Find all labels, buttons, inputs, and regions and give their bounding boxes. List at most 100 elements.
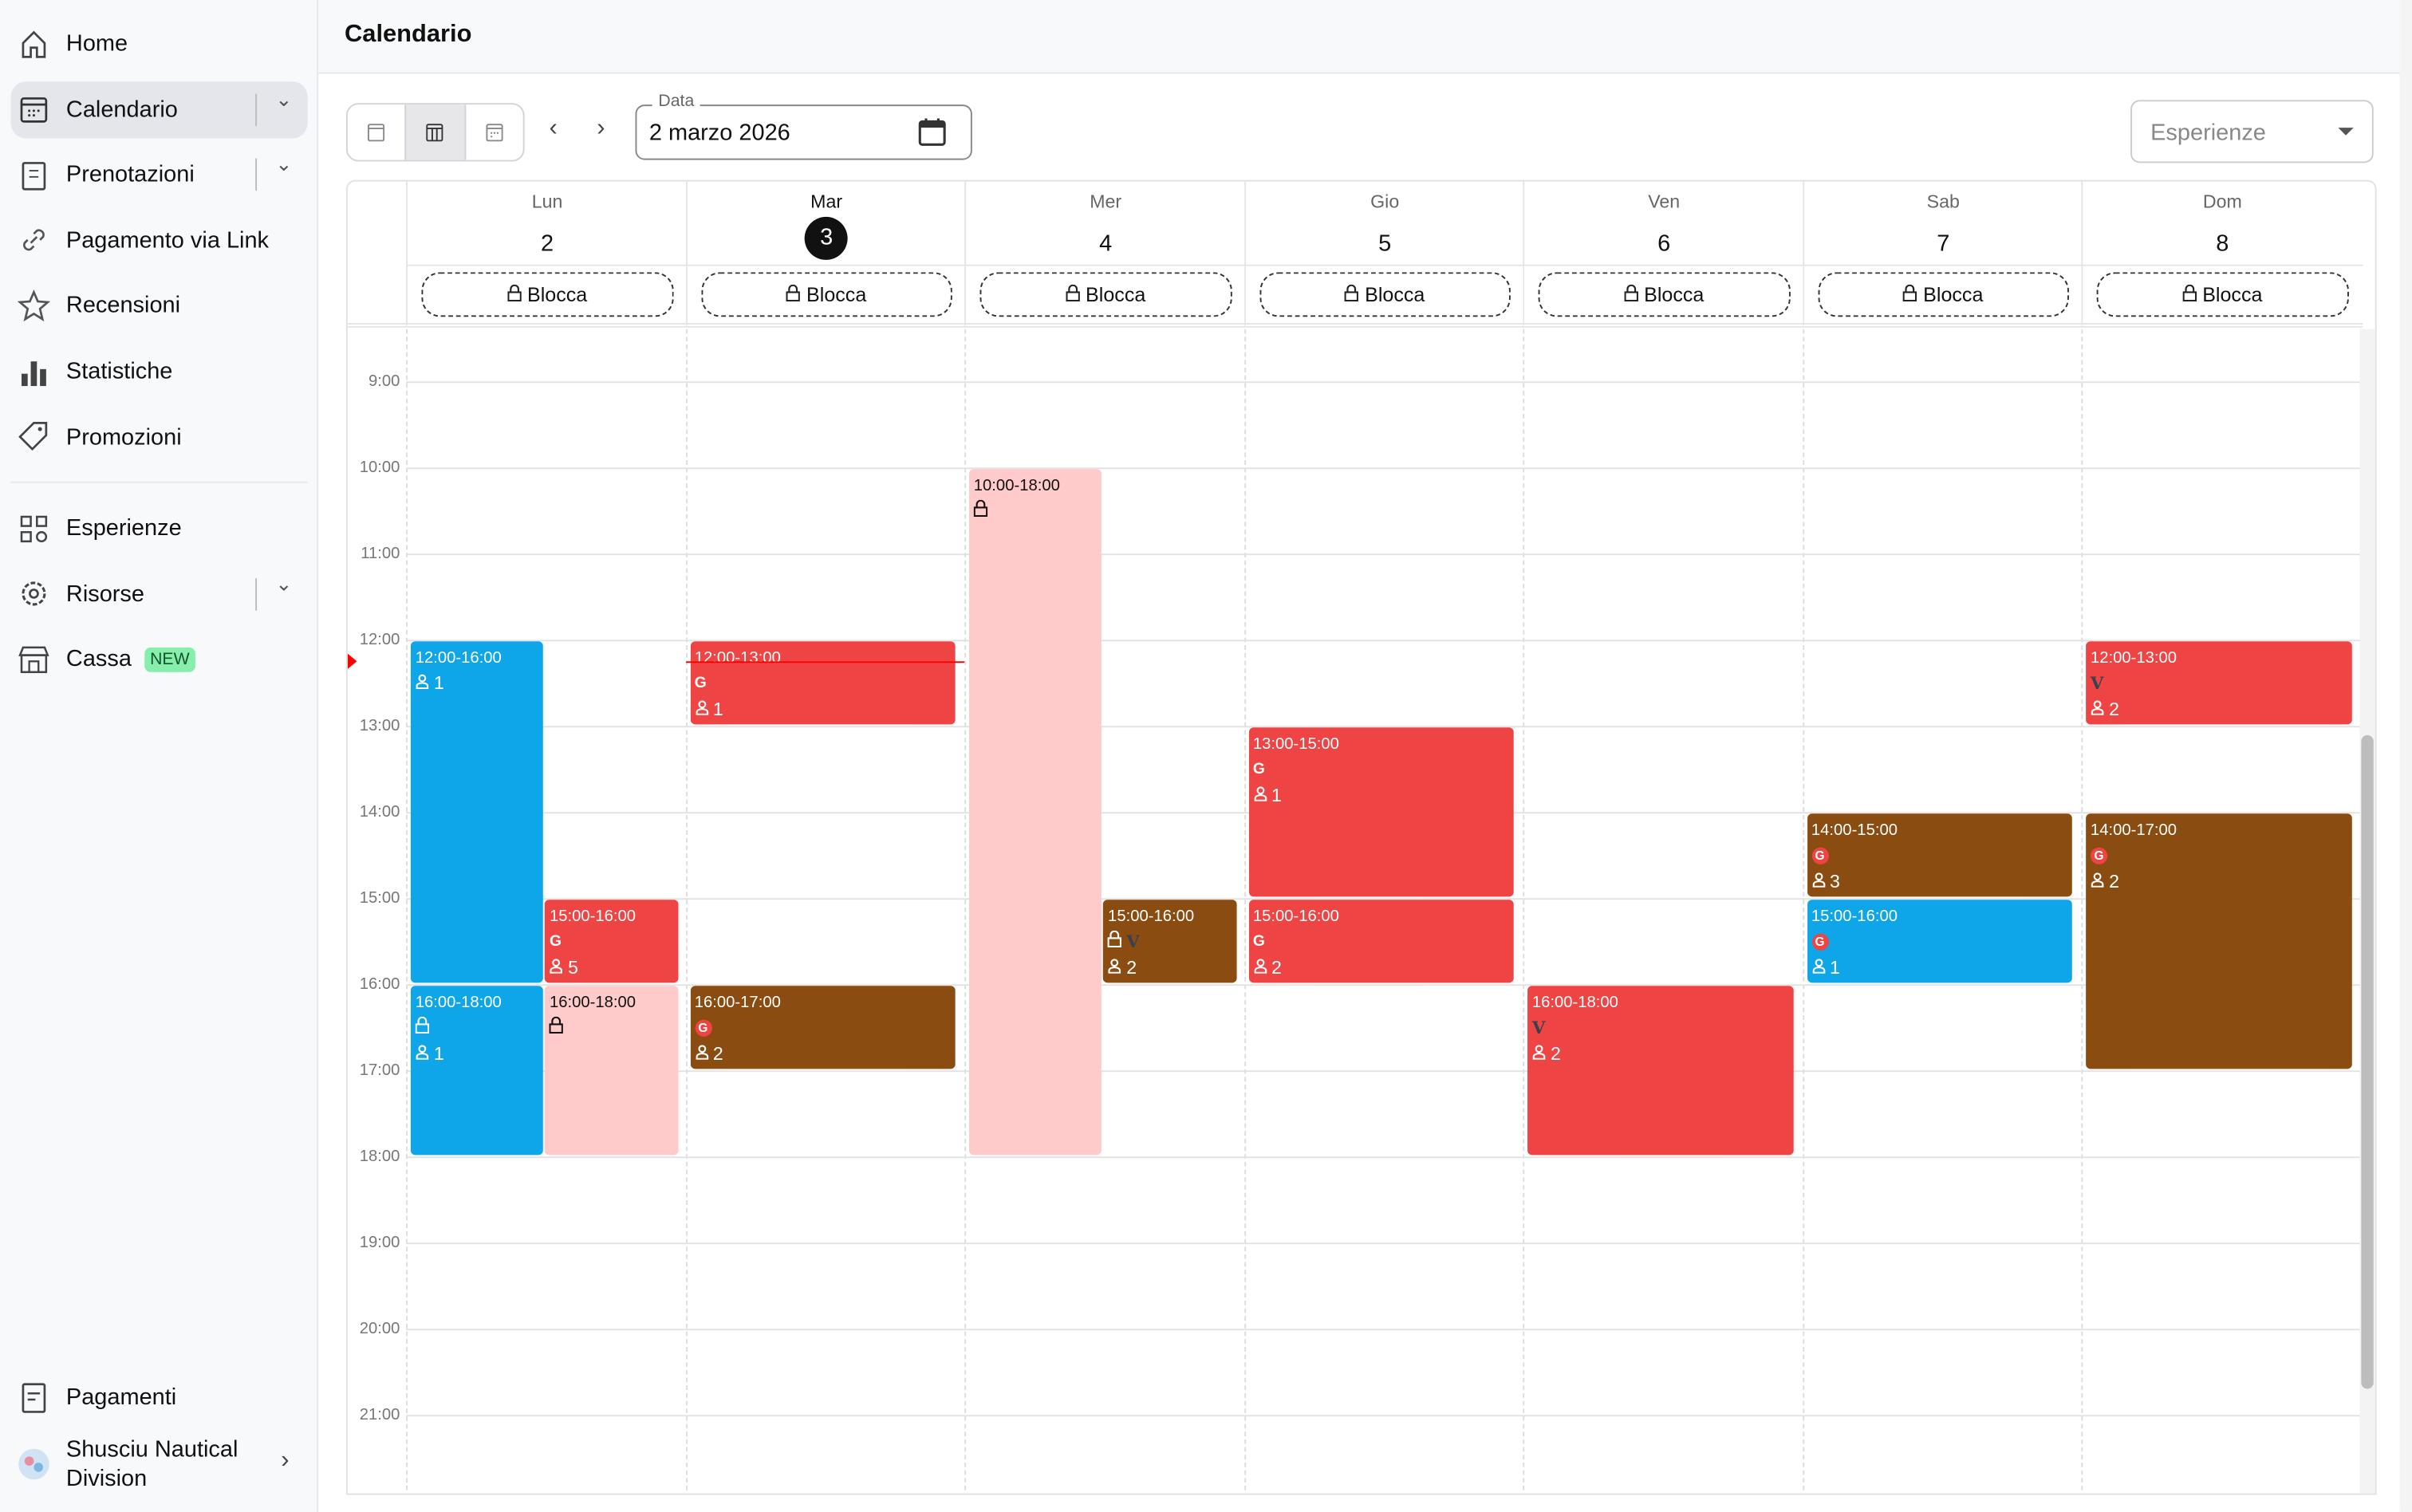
calendar-body: 9:00 10:00 11:00 12:00 13:00 14:00 15:00 16:00 1… <box>347 329 2360 1494</box>
event-participants: 1 <box>416 1041 539 1066</box>
sidebar-item-label: Calendario <box>65 96 178 123</box>
calendar-scrollbar[interactable] <box>2359 329 2375 1494</box>
current-time-line <box>685 661 965 663</box>
hour-line <box>406 467 2360 470</box>
time-label: 14:00 <box>359 802 400 821</box>
block-row: Blocca <box>964 266 1246 328</box>
sidebar-item-label: Pagamenti <box>65 1384 177 1411</box>
event-time: 12:00-16:00 <box>415 648 502 667</box>
sidebar-item-pagamento-via-link[interactable]: Pagamento via Link <box>10 212 307 269</box>
person-icon <box>416 673 429 693</box>
day-header-lun[interactable]: Lun 2 <box>406 181 688 266</box>
sidebar-item-pagamenti[interactable]: Pagamenti <box>10 1368 307 1425</box>
block-day-button[interactable]: Blocca <box>2096 272 2348 317</box>
day-header-dom[interactable]: Dom 8 <box>2081 181 2363 266</box>
calendar-event[interactable]: 12:00-16:00 1 <box>410 641 544 983</box>
chevron-right-icon[interactable]: › <box>597 115 605 142</box>
day-header-mar[interactable]: Mar 3 <box>685 181 967 266</box>
sidebar-item-esperienze[interactable]: Esperienze <box>10 500 307 557</box>
event-participants: 2 <box>1108 955 1232 980</box>
sidebar-item-promozioni[interactable]: Promozioni <box>10 408 307 465</box>
lock-icon <box>506 283 522 306</box>
participant-count: 1 <box>1830 956 1840 978</box>
day-header-gio[interactable]: Gio 5 <box>1243 181 1525 266</box>
block-day-button[interactable]: Blocca <box>1259 272 1511 317</box>
block-day-button[interactable]: Blocca <box>1538 272 1790 317</box>
chevron-left-icon[interactable]: ‹ <box>549 115 558 142</box>
experience-filter-select[interactable]: Esperienze <box>2130 100 2374 163</box>
calendar-event[interactable]: 13:00-15:00 G 1 <box>1248 727 1514 897</box>
calendar-event[interactable]: 15:00-16:00 G 5 <box>545 900 678 983</box>
gear-icon <box>17 577 50 610</box>
google-icon: G <box>549 932 562 950</box>
hour-line <box>406 726 2360 728</box>
lock-icon <box>1902 283 1917 306</box>
calendar-event[interactable]: 14:00-17:00 G 2 <box>2086 813 2351 1069</box>
person-icon <box>550 958 563 978</box>
sidebar-item-calendario[interactable]: Calendario ⌄ <box>10 81 308 138</box>
chevron-down-icon[interactable]: ⌄ <box>275 571 293 595</box>
date-field[interactable]: Data 2 marzo 2026 <box>635 92 972 160</box>
event-icons <box>415 1015 539 1040</box>
calendar-event[interactable]: 15:00-16:00 G 2 <box>1248 900 1514 983</box>
chevron-down-icon[interactable]: ⌄ <box>275 152 293 176</box>
block-day-button[interactable]: Blocca <box>700 272 952 317</box>
person-icon <box>1811 958 1825 978</box>
event-time: 15:00-16:00 <box>549 907 636 926</box>
block-day-button[interactable]: Blocca <box>979 272 1232 317</box>
event-time: 16:00-18:00 <box>549 993 636 1012</box>
calendar-icon[interactable] <box>918 117 946 154</box>
account-switcher[interactable]: Shusciu Nautical Division › <box>10 1433 307 1494</box>
day-header-mer[interactable]: Mer 4 <box>964 181 1246 266</box>
google-badge-icon: G <box>694 1018 711 1036</box>
calendar-event[interactable]: 15:00-16:00 G 1 <box>1807 900 2072 983</box>
block-label: Blocca <box>526 282 588 306</box>
calendar-event[interactable]: 16:00-18:00 V 2 <box>1527 986 1793 1156</box>
day-header-sab[interactable]: Sab 7 <box>1802 181 2083 266</box>
event-icons: V <box>1107 929 1232 954</box>
sidebar-item-home[interactable]: Home <box>10 15 307 72</box>
month-view-button[interactable] <box>466 104 523 159</box>
hour-line <box>406 1070 2360 1073</box>
event-icons: G <box>1811 843 2067 868</box>
lock-icon <box>786 283 801 306</box>
sidebar-item-prenotazioni[interactable]: Prenotazioni ⌄ <box>10 147 307 203</box>
event-time: 14:00-17:00 <box>2090 821 2178 840</box>
calendar-event[interactable]: 14:00-15:00 G 3 <box>1807 813 2072 897</box>
calendar-event[interactable]: 15:00-16:00 V 2 <box>1103 900 1236 983</box>
time-label: 19:00 <box>359 1233 400 1252</box>
calendar-event[interactable]: 12:00-13:00 V 2 <box>2086 641 2351 725</box>
block-day-button[interactable]: Blocca <box>1817 272 2069 317</box>
chevron-down-icon[interactable]: ⌄ <box>275 87 293 111</box>
calendar-event[interactable]: 16:00-17:00 G 2 <box>689 986 956 1069</box>
person-icon <box>416 1044 429 1064</box>
day-view-button[interactable] <box>348 104 405 159</box>
sidebar-item-label: Home <box>65 30 128 57</box>
calendar-event[interactable]: 16:00-18:00 <box>545 986 678 1156</box>
calendar-event[interactable]: 16:00-18:00 1 <box>410 986 544 1156</box>
bar-chart-icon <box>17 355 50 388</box>
calendar-event[interactable]: 12:00-13:00 G 1 <box>689 641 956 725</box>
account-name: Shusciu Nautical Division <box>65 1436 238 1492</box>
block-day-button[interactable]: Blocca <box>421 272 673 317</box>
event-participants: 3 <box>1811 869 2067 894</box>
scrollbar-thumb[interactable] <box>2361 734 2374 1389</box>
hour-line <box>406 1156 2360 1159</box>
page-scrollbar[interactable] <box>2399 0 2412 1512</box>
event-time: 12:00-13:00 <box>694 648 781 667</box>
event-time: 16:00-17:00 <box>694 993 781 1012</box>
time-label: 13:00 <box>359 716 400 735</box>
sidebar-item-cassa[interactable]: Cassa NEW <box>10 631 307 687</box>
lock-icon <box>2182 283 2197 306</box>
week-view-button[interactable] <box>404 104 466 160</box>
day-name: Ven <box>1648 191 1681 213</box>
block-label: Blocca <box>1086 282 1146 306</box>
sidebar-item-risorse[interactable]: Risorse ⌄ <box>10 565 307 622</box>
day-name: Gio <box>1370 191 1400 213</box>
block-label: Blocca <box>1365 282 1425 306</box>
calendar-event[interactable]: 10:00-18:00 <box>968 469 1102 1156</box>
day-header-ven[interactable]: Ven 6 <box>1523 181 1804 266</box>
sidebar-item-statistiche[interactable]: Statistiche <box>10 343 307 400</box>
event-participants: 1 <box>1811 955 2067 980</box>
sidebar-item-recensioni[interactable]: Recensioni <box>10 278 307 334</box>
